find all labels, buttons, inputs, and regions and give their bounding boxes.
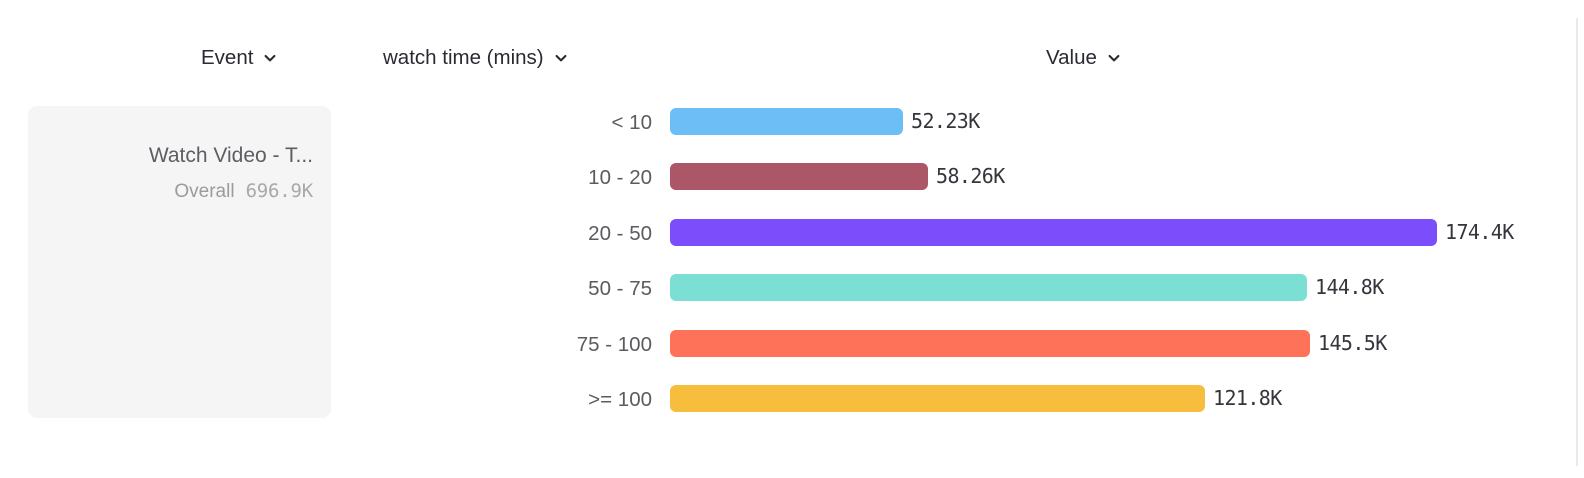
bar[interactable] xyxy=(670,108,903,135)
column-header-value[interactable]: Value xyxy=(1046,46,1121,70)
bar-row[interactable]: >= 100 121.8K xyxy=(0,384,1576,440)
column-header-row: Event watch time (mins) Value xyxy=(0,46,1576,88)
bar[interactable] xyxy=(670,329,1310,357)
bar[interactable] xyxy=(670,218,1437,246)
bar-value-label: 145.5K xyxy=(1318,330,1387,355)
column-header-value-label: Value xyxy=(1046,46,1097,69)
bar-category-label: 20 - 50 xyxy=(588,221,652,245)
column-header-dimension-label: watch time (mins) xyxy=(383,46,544,69)
bar-row[interactable]: 75 - 100 145.5K xyxy=(0,329,1576,385)
bar-value-label: 58.26K xyxy=(936,164,1005,189)
bar-row[interactable]: 50 - 75 144.8K xyxy=(0,274,1576,329)
bar-row[interactable]: 20 - 50 174.4K xyxy=(0,218,1576,274)
bar[interactable] xyxy=(670,384,1205,412)
bar-category-label: >= 100 xyxy=(588,387,652,411)
event-overall: Overall 696.9K xyxy=(28,179,313,204)
bar-category-label: < 10 xyxy=(611,111,652,134)
bar-track: 174.4K xyxy=(670,218,1514,246)
bar[interactable] xyxy=(670,163,928,191)
bar-row[interactable]: < 10 52.23K xyxy=(0,108,1576,163)
bar-category-label: 10 - 20 xyxy=(588,166,652,190)
bar-value-label: 52.23K xyxy=(911,109,980,133)
event-card[interactable]: Watch Video - T... Overall 696.9K xyxy=(28,106,331,418)
bar-value-label: 144.8K xyxy=(1315,275,1384,300)
bar-value-label: 174.4K xyxy=(1445,219,1514,244)
bar-value-label: 121.8K xyxy=(1213,385,1282,410)
bar-track: 121.8K xyxy=(670,384,1282,412)
bar-track: 58.26K xyxy=(670,163,1005,191)
bar[interactable] xyxy=(670,274,1307,302)
bar-track: 144.8K xyxy=(670,274,1384,302)
chevron-down-icon[interactable] xyxy=(1107,51,1121,65)
column-header-event[interactable]: Event xyxy=(201,46,277,70)
horizontal-bar-chart: < 10 52.23K 10 - 20 58.26K 20 - 50 174.4K 50 -… xyxy=(0,108,1576,440)
event-overall-value: 696.9K xyxy=(245,180,314,202)
column-header-event-label: Event xyxy=(201,46,254,69)
chevron-down-icon[interactable] xyxy=(263,51,277,65)
bar-track: 52.23K xyxy=(670,108,980,135)
bar-track: 145.5K xyxy=(670,329,1387,357)
column-header-dimension[interactable]: watch time (mins) xyxy=(383,46,568,70)
scrollbar-track[interactable] xyxy=(1576,18,1578,466)
bar-row[interactable]: 10 - 20 58.26K xyxy=(0,163,1576,218)
chevron-down-icon[interactable] xyxy=(554,51,568,65)
bar-category-label: 50 - 75 xyxy=(588,277,652,301)
event-overall-label: Overall xyxy=(174,181,235,202)
bar-category-label: 75 - 100 xyxy=(576,332,652,356)
